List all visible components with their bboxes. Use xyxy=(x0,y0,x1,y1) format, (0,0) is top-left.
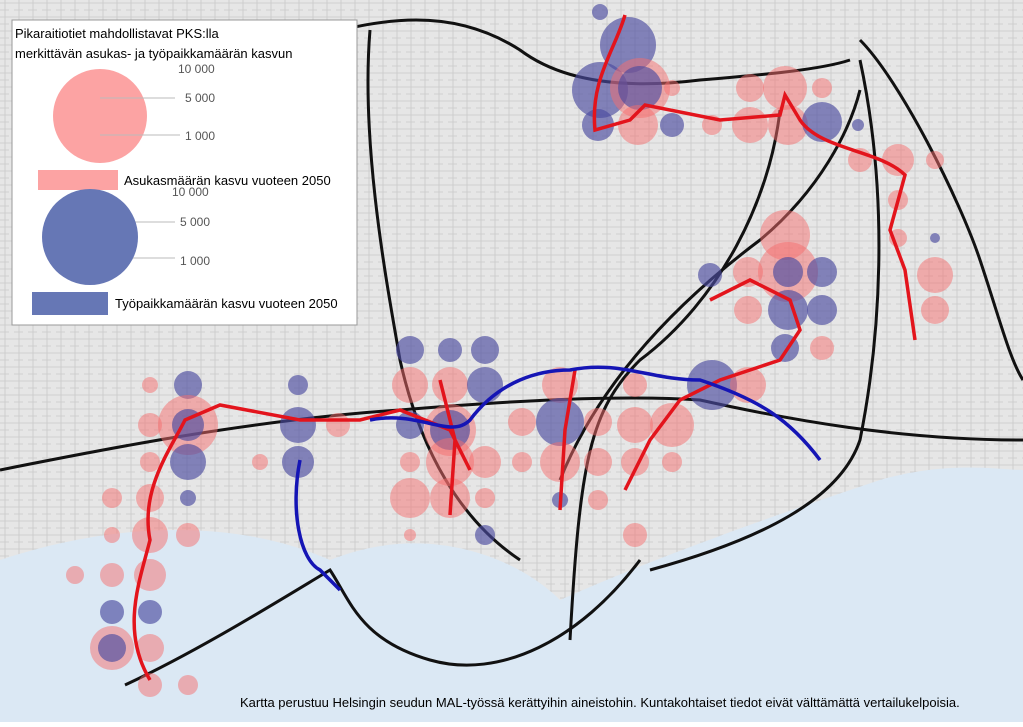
population-circle xyxy=(142,377,158,393)
population-circle xyxy=(136,634,164,662)
jobs-circle xyxy=(100,600,124,624)
legend-title: Pikaraitiotiet mahdollistavat PKS:lla xyxy=(15,26,220,41)
legend-label: Asukasmäärän kasvu vuoteen 2050 xyxy=(124,173,331,188)
tram-lines xyxy=(132,14,917,681)
population-circle xyxy=(432,367,468,403)
legend-title: merkittävän asukas- ja työpaikkamäärän k… xyxy=(15,46,292,61)
jobs-circle xyxy=(618,66,662,110)
population-circle xyxy=(623,373,647,397)
population-circle xyxy=(917,257,953,293)
growth-circles xyxy=(66,4,953,697)
population-circle xyxy=(469,446,501,478)
population-circle xyxy=(326,413,350,437)
population-circle xyxy=(926,151,944,169)
population-circle xyxy=(618,105,658,145)
legend-population-swatch xyxy=(38,170,118,190)
population-circle xyxy=(178,675,198,695)
population-circle xyxy=(66,566,84,584)
population-circle xyxy=(810,336,834,360)
jobs-circle xyxy=(288,375,308,395)
population-circle xyxy=(138,413,162,437)
population-circle xyxy=(104,527,120,543)
population-circle xyxy=(736,74,764,102)
footer-note: Kartta perustuu Helsingin seudun MAL-työ… xyxy=(240,695,960,710)
population-circle xyxy=(584,448,612,476)
jobs-circle xyxy=(138,600,162,624)
population-circle xyxy=(921,296,949,324)
jobs-circle xyxy=(582,109,614,141)
jobs-circle xyxy=(467,367,503,403)
population-circle xyxy=(392,367,428,403)
legend-jobs-circle xyxy=(42,189,138,285)
jobs-circle xyxy=(807,257,837,287)
legend-scale-label: 5 000 xyxy=(180,215,210,229)
population-circle xyxy=(650,403,694,447)
population-circle xyxy=(475,488,495,508)
population-circle xyxy=(882,144,914,176)
population-circle xyxy=(404,529,416,541)
jobs-circle xyxy=(592,4,608,20)
population-circle xyxy=(176,523,200,547)
population-circle xyxy=(138,673,162,697)
population-circle xyxy=(542,367,578,403)
population-circle xyxy=(734,296,762,324)
population-circle xyxy=(508,408,536,436)
jobs-circle xyxy=(930,233,940,243)
population-circle xyxy=(732,107,768,143)
jobs-circle xyxy=(852,119,864,131)
jobs-circle xyxy=(471,336,499,364)
jobs-circle xyxy=(536,398,584,446)
jobs-circle xyxy=(475,525,495,545)
population-circle xyxy=(588,490,608,510)
population-circle xyxy=(426,438,474,486)
legend-scale-label: 10 000 xyxy=(172,185,209,199)
legend-scale-label: 1 000 xyxy=(180,254,210,268)
jobs-circle xyxy=(807,295,837,325)
population-circle xyxy=(662,452,682,472)
population-circle xyxy=(623,523,647,547)
population-circle xyxy=(540,442,580,482)
jobs-circle xyxy=(98,634,126,662)
population-circle xyxy=(400,452,420,472)
population-circle xyxy=(100,563,124,587)
population-circle xyxy=(664,80,680,96)
legend-jobs-swatch xyxy=(32,292,108,315)
population-circle xyxy=(140,452,160,472)
population-circle xyxy=(512,452,532,472)
population-circle xyxy=(584,408,612,436)
jobs-circle xyxy=(170,444,206,480)
jobs-circle xyxy=(660,113,684,137)
jobs-circle xyxy=(802,102,842,142)
legend-scale-label: 10 000 xyxy=(178,62,215,76)
population-circle xyxy=(733,257,763,287)
population-circle xyxy=(812,78,832,98)
population-circle xyxy=(252,454,268,470)
jobs-circle xyxy=(773,257,803,287)
jobs-circle xyxy=(180,490,196,506)
population-circle xyxy=(617,407,653,443)
population-circle xyxy=(763,66,807,110)
jobs-circle xyxy=(438,338,462,362)
legend-label: Työpaikkamäärän kasvu vuoteen 2050 xyxy=(115,296,338,311)
water xyxy=(0,467,1023,722)
jobs-circle xyxy=(280,407,316,443)
population-circle xyxy=(390,478,430,518)
jobs-circle xyxy=(698,263,722,287)
population-circle xyxy=(102,488,122,508)
jobs-circle xyxy=(396,336,424,364)
legend-scale-label: 1 000 xyxy=(185,129,215,143)
legend-scale-label: 5 000 xyxy=(185,91,215,105)
jobs-circle xyxy=(768,290,808,330)
legend-population-circle xyxy=(53,69,147,163)
jobs-circle xyxy=(174,371,202,399)
